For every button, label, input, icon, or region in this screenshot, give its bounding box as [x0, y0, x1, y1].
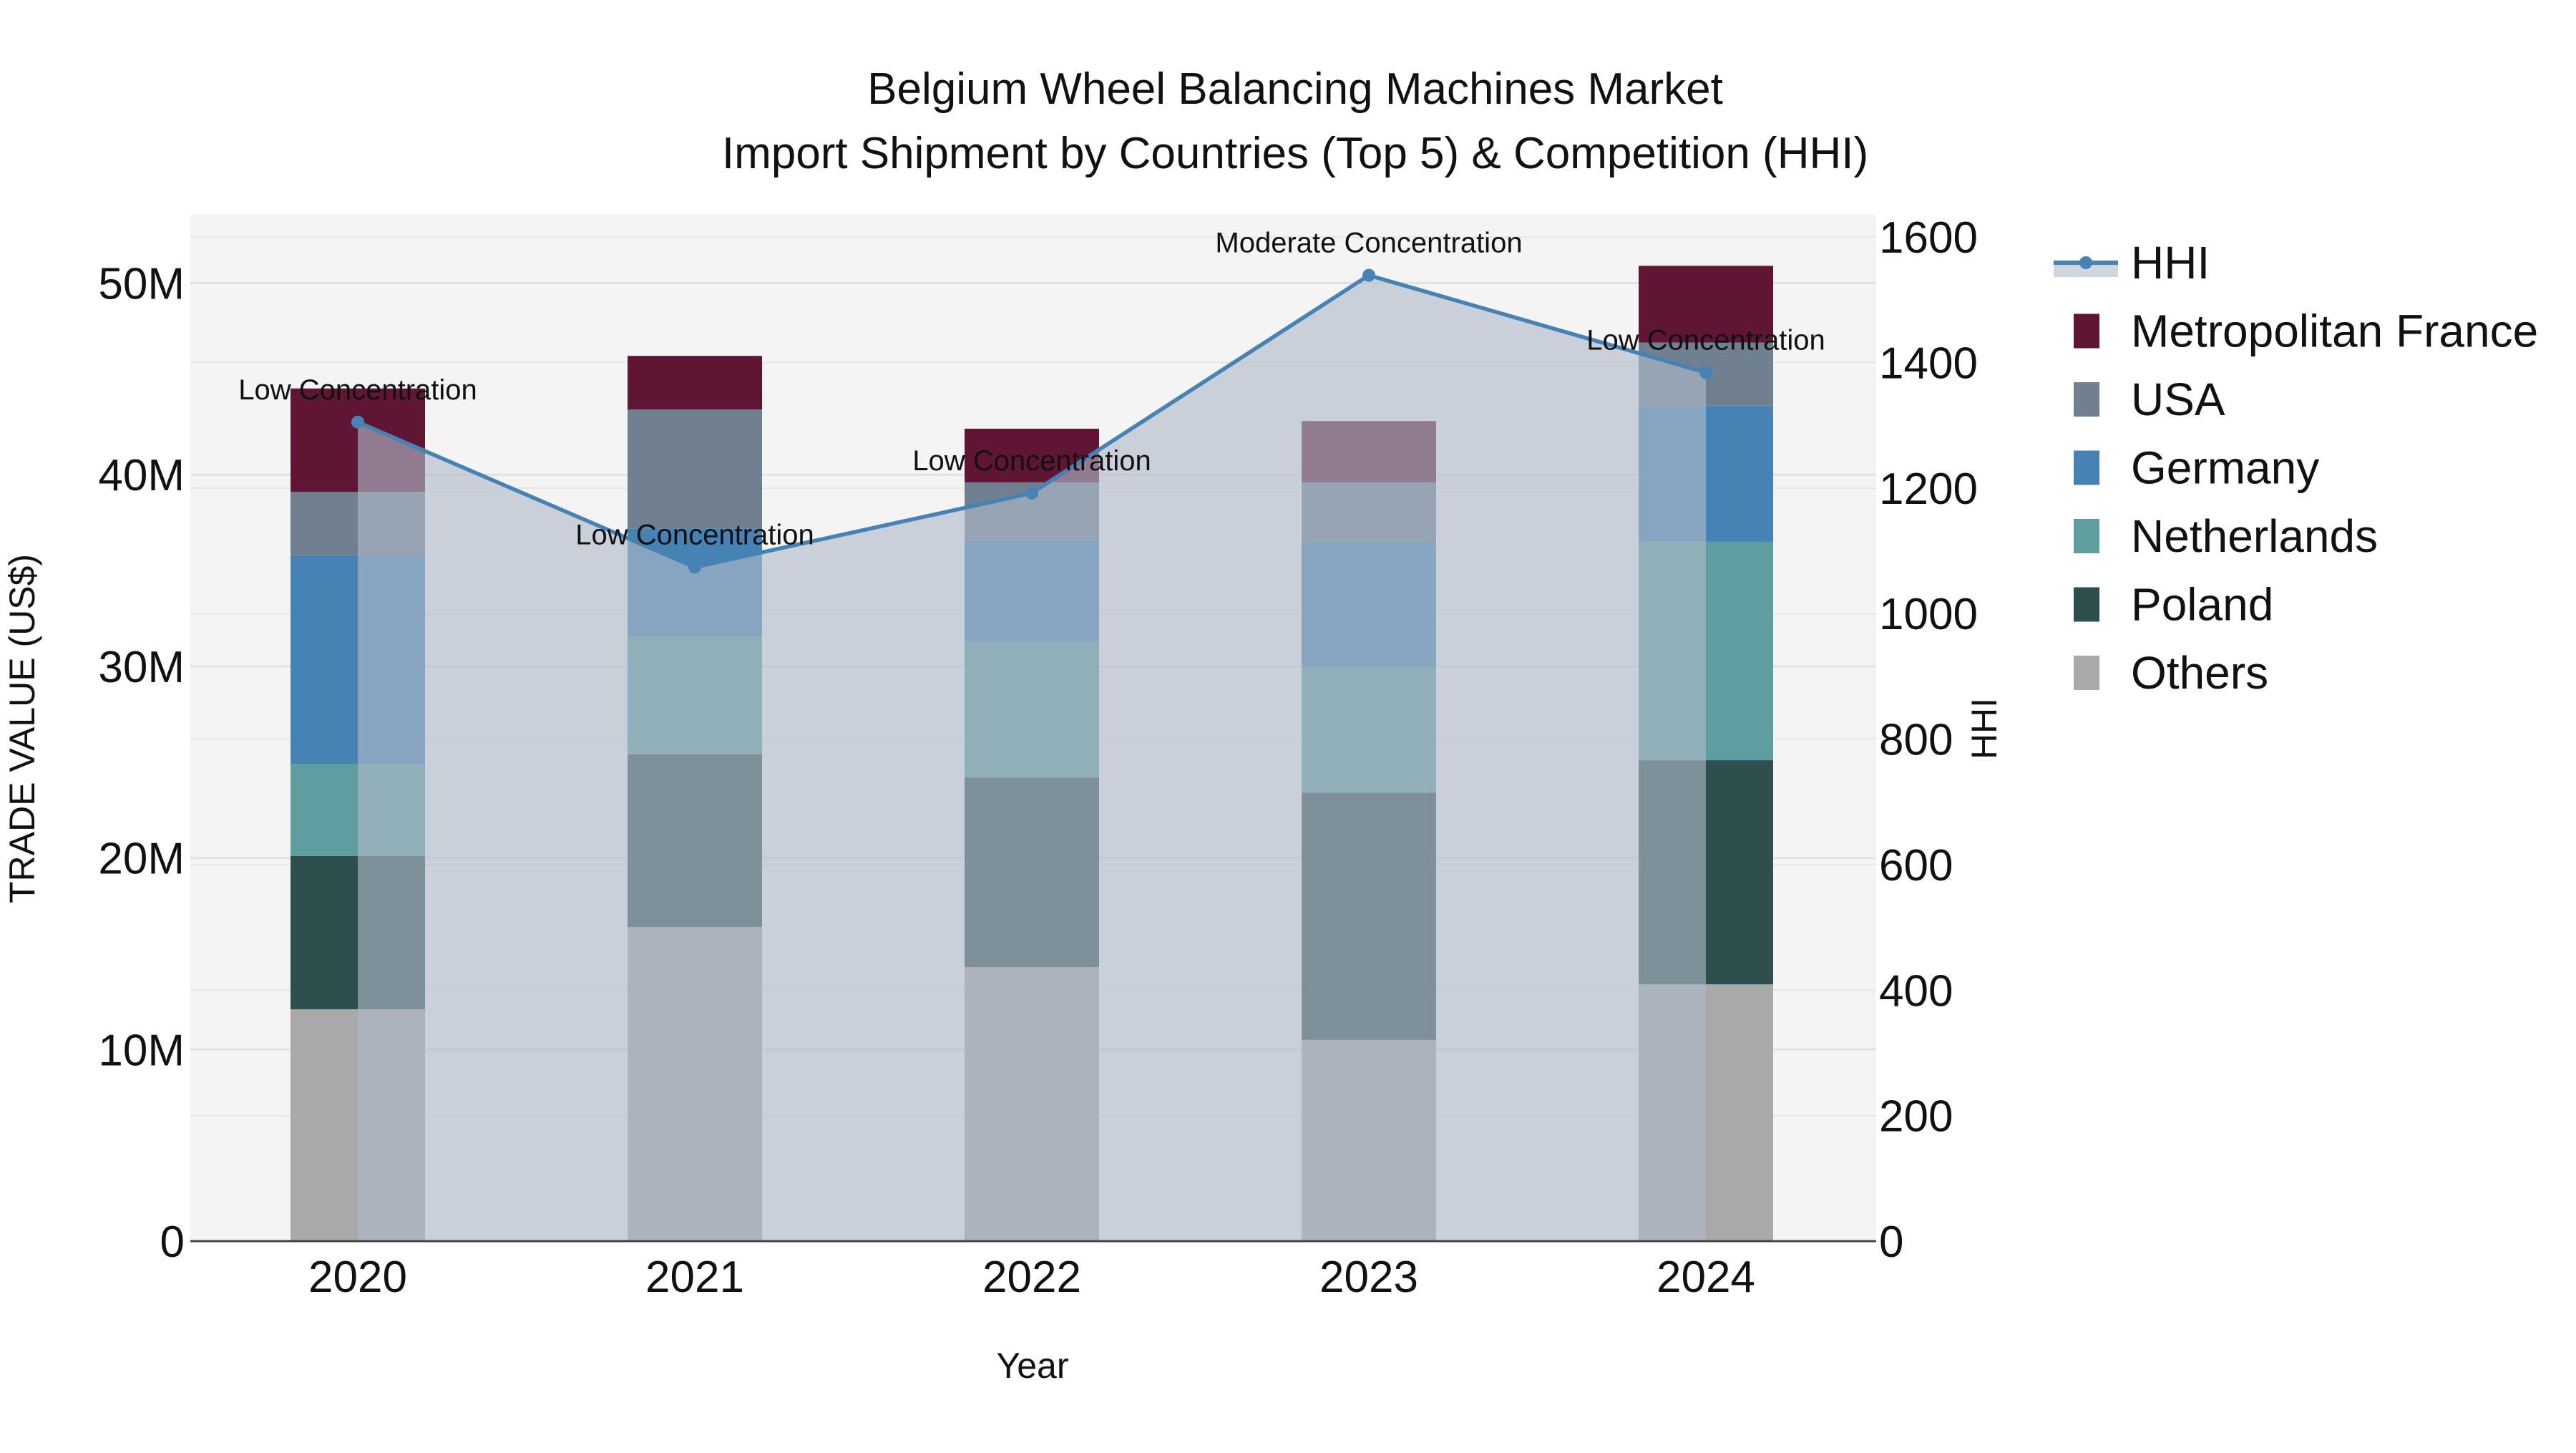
hhi-annotation: Low Concentration	[575, 519, 814, 550]
legend-label: Metropolitan France	[2131, 306, 2538, 357]
legend-swatch-icon	[2074, 519, 2099, 553]
right-tick-label: 400	[1879, 966, 1953, 1016]
legend-item-hhi[interactable]: HHI	[2054, 237, 2210, 288]
hhi-marker	[688, 560, 701, 574]
right-tick-label: 200	[1879, 1092, 1953, 1142]
legend-swatch-icon	[2074, 656, 2099, 690]
hhi-marker	[1699, 366, 1712, 379]
hhi-annotation: Low Concentration	[912, 445, 1151, 477]
hhi-annotations: Low Concentration Low Concentration Low Co…	[238, 228, 1825, 551]
legend-label: Poland	[2131, 579, 2273, 631]
x-tick-label: 2022	[982, 1253, 1081, 1302]
x-tick-label: 2023	[1319, 1253, 1418, 1302]
left-axis-ticks: 0 10M 20M 30M 40M 50M	[98, 260, 185, 1268]
right-tick-label: 1400	[1879, 339, 1978, 388]
x-tick-label: 2024	[1657, 1253, 1755, 1302]
legend-label: Others	[2131, 647, 2268, 699]
right-tick-label: 1000	[1879, 590, 1978, 639]
hhi-fill	[358, 275, 1706, 1242]
y-axis-title-right: HHI	[1964, 698, 2004, 759]
hhi-legend-marker-icon	[2079, 256, 2092, 269]
hhi-annotation: Low Concentration	[238, 374, 477, 406]
legend-swatch-icon	[2074, 587, 2099, 622]
left-tick-label: 10M	[98, 1026, 185, 1075]
legend-item-others[interactable]: Others	[2074, 647, 2268, 699]
x-axis-ticks: 2020 2021 2022 2023 2024	[308, 1253, 1755, 1302]
right-axis-ticks: 0 200 400 600 800 1000 1200 1400 1600	[1879, 213, 1978, 1267]
hhi-annotation: Low Concentration	[1586, 325, 1825, 356]
bar-segment-usa	[628, 409, 762, 529]
legend-swatch-icon	[2074, 314, 2099, 349]
right-tick-label: 1200	[1879, 465, 1978, 514]
legend-label: HHI	[2131, 237, 2210, 288]
legend-label: Netherlands	[2131, 510, 2378, 562]
hhi-marker	[351, 415, 364, 429]
hhi-marker	[1362, 268, 1375, 282]
right-tick-label: 1600	[1879, 213, 1978, 263]
y-axis-title-left: TRADE VALUE (US$)	[2, 554, 42, 903]
right-tick-label: 800	[1879, 716, 1953, 765]
right-tick-label: 600	[1879, 841, 1953, 890]
left-tick-label: 20M	[98, 835, 185, 884]
x-tick-label: 2021	[645, 1253, 744, 1302]
chart-title-line2: Import Shipment by Countries (Top 5) & C…	[722, 129, 1868, 178]
hhi-area	[358, 275, 1706, 1242]
legend: HHI Metropolitan France USA Germany Netherla…	[2054, 237, 2538, 699]
legend-item-netherlands[interactable]: Netherlands	[2074, 510, 2378, 562]
chart-title-line1: Belgium Wheel Balancing Machines Market	[867, 64, 1723, 114]
legend-item-metropolitan-france[interactable]: Metropolitan France	[2074, 306, 2538, 357]
legend-item-usa[interactable]: USA	[2074, 374, 2225, 425]
right-tick-label: 0	[1879, 1218, 1903, 1267]
bar-segment-metropolitan-france	[1639, 266, 1773, 343]
left-tick-label: 50M	[98, 260, 185, 309]
legend-label: Germany	[2131, 442, 2319, 494]
left-tick-label: 30M	[98, 643, 185, 692]
left-tick-label: 40M	[98, 451, 185, 500]
hhi-annotation: Moderate Concentration	[1215, 228, 1522, 259]
hhi-line	[351, 268, 1712, 574]
x-tick-label: 2020	[308, 1253, 407, 1302]
legend-label: USA	[2131, 374, 2225, 425]
x-axis-title: Year	[996, 1346, 1068, 1386]
left-tick-label: 0	[160, 1218, 185, 1267]
legend-swatch-icon	[2074, 450, 2099, 485]
legend-item-germany[interactable]: Germany	[2074, 442, 2319, 494]
hhi-marker	[1025, 486, 1038, 500]
legend-swatch-icon	[2074, 382, 2099, 417]
bar-segment-metropolitan-france	[628, 356, 762, 410]
legend-item-poland[interactable]: Poland	[2074, 579, 2273, 631]
